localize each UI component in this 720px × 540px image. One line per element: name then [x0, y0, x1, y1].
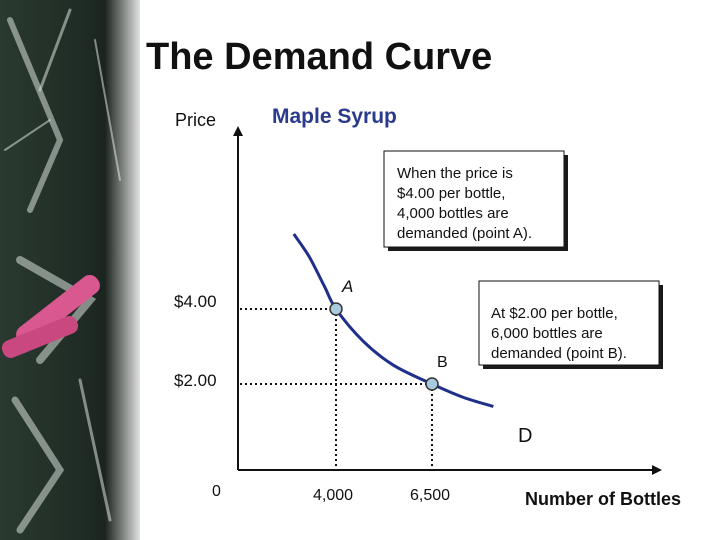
- point-b-label: B: [437, 354, 448, 371]
- x-axis-label: Number of Bottles: [525, 489, 681, 509]
- x-tick-label: 4,000: [313, 487, 353, 504]
- y-axis-label: Price: [175, 110, 216, 130]
- origin-label: 0: [212, 483, 221, 500]
- point-a-label: A: [341, 277, 353, 296]
- callout-point-b: At $2.00 per bottle, 6,000 bottles are dem…: [478, 280, 663, 369]
- slide-title: The Demand Curve: [146, 36, 493, 78]
- callout-b-text: At $2.00 per bottle, 6,000 bottles are dem…: [491, 305, 627, 362]
- x-tick-label: 6,500: [410, 487, 450, 504]
- point-a-marker: [329, 302, 343, 316]
- callout-a-text: When the price is $4.00 per bottle, 4,000 …: [397, 165, 532, 242]
- point-b-marker: [425, 377, 439, 391]
- y-tick-label: $4.00: [174, 292, 217, 311]
- callout-point-a: When the price is $4.00 per bottle, 4,000 …: [383, 150, 568, 251]
- y-tick-label: $2.00: [174, 371, 217, 390]
- pink-chalk-sticks: [1, 274, 100, 358]
- chart-title: Maple Syrup: [272, 105, 397, 128]
- curve-label: D: [518, 425, 532, 447]
- demand-curve-line: [292, 233, 494, 408]
